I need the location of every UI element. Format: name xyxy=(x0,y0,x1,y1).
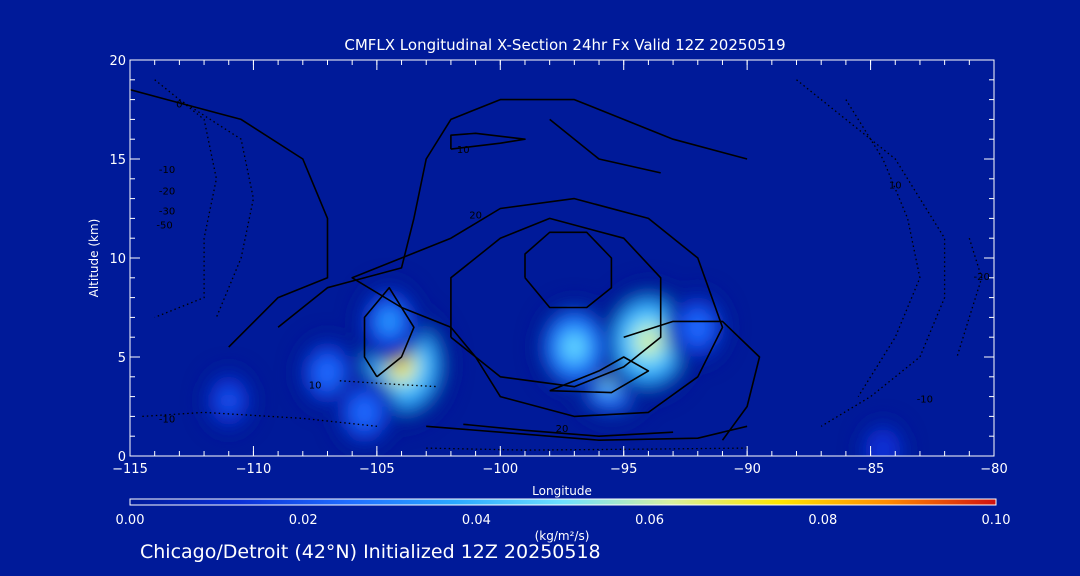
contour-label: 10 xyxy=(889,181,902,192)
contour-label: -30 xyxy=(159,206,175,217)
field-cell xyxy=(876,442,890,456)
contour-dotted xyxy=(142,411,377,427)
contour-dotted xyxy=(154,79,218,319)
field-cell xyxy=(689,317,707,338)
x-tick-label: −115 xyxy=(112,462,148,477)
plot-area: 0 -10 -20 -30 -50 10 20 10 -10 20 10 -10 -20 xyxy=(129,59,995,457)
contour-solid xyxy=(549,356,650,394)
field-cell xyxy=(221,392,236,410)
y-tick-label: 20 xyxy=(109,54,126,69)
colorbar-tick-label: 0.10 xyxy=(982,513,1011,528)
x-tick-label: −100 xyxy=(482,462,518,477)
shaded-field xyxy=(200,278,909,456)
plot-background xyxy=(130,60,994,456)
contour-dotted xyxy=(845,99,921,397)
axes: −115 −110 −105 −100 −95 −90 −85 −80 0 5 10 15 20 xyxy=(109,54,1007,477)
contour-label: 20 xyxy=(556,424,569,435)
colorbar-gradient xyxy=(129,498,997,506)
contour-label: -10 xyxy=(159,414,175,425)
x-tick-label: −95 xyxy=(610,462,637,477)
footer-caption: Chicago/Detroit (42°N) Initialized 12Z 2… xyxy=(140,541,601,563)
field-cell xyxy=(380,310,399,333)
contour-dotted xyxy=(179,99,255,318)
contour-lines xyxy=(130,79,983,451)
colorbar-tick-label: 0.08 xyxy=(808,513,837,528)
contour-label: 0 xyxy=(176,100,182,111)
contour-solid xyxy=(524,231,613,309)
contour-label: 10 xyxy=(457,145,470,156)
contour-solid xyxy=(450,132,526,150)
y-tick-label: 0 xyxy=(118,450,126,465)
contour-solid xyxy=(549,118,661,174)
contour-solid xyxy=(463,423,674,437)
contour-label: 20 xyxy=(469,210,482,221)
x-tick-label: −110 xyxy=(236,462,272,477)
field-cell xyxy=(564,334,585,360)
contour-label: 10 xyxy=(309,381,322,392)
contour-dotted xyxy=(339,380,439,388)
colorbar: 0.00 0.02 0.04 0.06 0.08 0.10 xyxy=(116,498,1011,528)
field-cell xyxy=(319,362,336,383)
contour-label: -20 xyxy=(973,272,989,283)
contour-label: -10 xyxy=(159,165,175,176)
x-axis-label: Longitude xyxy=(532,484,592,498)
y-tick-label: 5 xyxy=(118,351,126,366)
y-axis-label: Altitude (km) xyxy=(87,219,101,298)
y-tick-label: 10 xyxy=(109,252,126,267)
contour-solid xyxy=(277,98,748,328)
colorbar-tick-label: 0.02 xyxy=(289,513,318,528)
contour-labels: 0 -10 -20 -30 -50 10 20 10 -10 20 10 -10 -20 xyxy=(156,100,989,436)
contour-label: -20 xyxy=(159,187,175,198)
contour-solid xyxy=(363,286,415,378)
x-tick-label: −85 xyxy=(857,462,884,477)
contour-solid xyxy=(426,425,748,441)
contour-solid xyxy=(623,320,761,441)
x-tick-label: −105 xyxy=(359,462,395,477)
contour-solid xyxy=(130,88,329,348)
x-tick-label: −90 xyxy=(733,462,760,477)
contour-solid xyxy=(351,197,724,418)
field-cell xyxy=(356,402,373,423)
field-cell xyxy=(635,325,662,357)
colorbar-tick-label: 0.04 xyxy=(462,513,491,528)
contour-solid xyxy=(450,217,662,388)
contour-label: -10 xyxy=(917,395,933,406)
chart-title: CMFLX Longitudinal X-Section 24hr Fx Val… xyxy=(344,36,785,54)
colorbar-tick-label: 0.06 xyxy=(635,513,664,528)
colorbar-label: (kg/m²/s) xyxy=(535,529,590,543)
y-tick-label: 15 xyxy=(109,153,126,168)
contour-dotted xyxy=(956,238,983,358)
colorbar-tick-label: 0.00 xyxy=(116,513,145,528)
x-tick-label: −80 xyxy=(980,462,1007,477)
contour-label: -50 xyxy=(156,220,172,231)
